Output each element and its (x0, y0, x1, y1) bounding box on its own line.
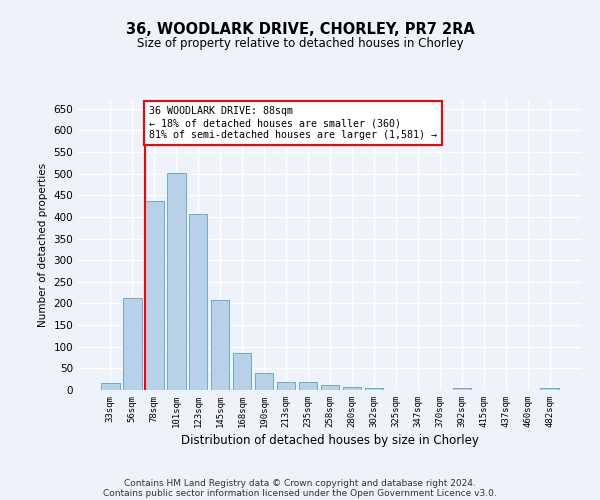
Bar (255, 372, 274, 390)
Bar (233, 353, 251, 390)
Text: Size of property relative to detached houses in Chorley: Size of property relative to detached ho… (137, 38, 463, 51)
Y-axis label: Number of detached properties: Number of detached properties (38, 163, 48, 327)
Bar (123, 298, 142, 390)
Bar (277, 382, 295, 390)
Bar (189, 214, 208, 390)
Bar (320, 385, 340, 390)
Bar (211, 300, 229, 390)
Bar (299, 382, 317, 390)
Bar (343, 388, 361, 390)
X-axis label: Distribution of detached houses by size in Chorley: Distribution of detached houses by size … (181, 434, 479, 447)
Bar (365, 388, 383, 390)
Bar (452, 388, 471, 390)
Bar (101, 383, 119, 390)
Text: Contains public sector information licensed under the Open Government Licence v3: Contains public sector information licen… (103, 488, 497, 498)
Text: Contains HM Land Registry data © Crown copyright and database right 2024.: Contains HM Land Registry data © Crown c… (124, 478, 476, 488)
Bar (167, 172, 185, 390)
Text: 36 WOODLARK DRIVE: 88sqm
← 18% of detached houses are smaller (360)
81% of semi-: 36 WOODLARK DRIVE: 88sqm ← 18% of detach… (149, 106, 437, 140)
Text: 36, WOODLARK DRIVE, CHORLEY, PR7 2RA: 36, WOODLARK DRIVE, CHORLEY, PR7 2RA (125, 22, 475, 38)
Bar (541, 388, 559, 390)
Bar (145, 201, 164, 390)
